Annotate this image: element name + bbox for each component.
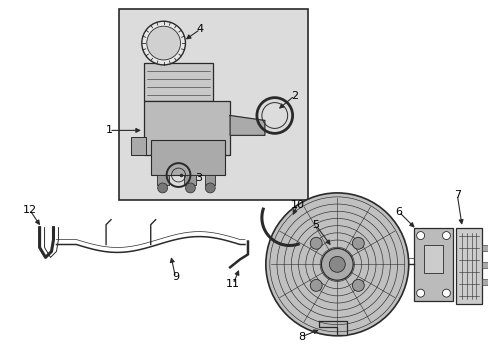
Text: 4: 4 — [197, 24, 204, 34]
Text: 8: 8 — [298, 332, 305, 342]
Circle shape — [310, 237, 322, 249]
Bar — [157, 175, 169, 185]
Text: 12: 12 — [23, 205, 37, 215]
Circle shape — [442, 289, 450, 297]
Bar — [482, 262, 490, 268]
Bar — [144, 63, 213, 100]
Circle shape — [185, 183, 196, 193]
Circle shape — [352, 279, 364, 291]
Circle shape — [416, 231, 425, 239]
Polygon shape — [230, 116, 265, 135]
Circle shape — [329, 256, 345, 272]
Circle shape — [310, 279, 322, 291]
Bar — [205, 175, 215, 185]
Bar — [482, 246, 490, 251]
FancyBboxPatch shape — [144, 100, 230, 155]
Text: 9: 9 — [172, 272, 179, 282]
Circle shape — [142, 21, 185, 65]
Circle shape — [158, 183, 168, 193]
Circle shape — [147, 26, 180, 60]
Circle shape — [321, 248, 353, 280]
Circle shape — [266, 193, 409, 336]
Polygon shape — [319, 321, 347, 335]
Text: 6: 6 — [395, 207, 402, 217]
Bar — [184, 175, 196, 185]
Text: 7: 7 — [454, 190, 461, 200]
Text: 5: 5 — [312, 220, 319, 230]
Text: 2: 2 — [291, 91, 298, 101]
Bar — [119, 9, 308, 200]
Bar — [482, 279, 490, 285]
Bar — [414, 228, 453, 301]
Circle shape — [416, 289, 425, 297]
Bar — [131, 137, 146, 155]
Text: 10: 10 — [291, 200, 305, 210]
Text: 1: 1 — [105, 125, 113, 135]
Bar — [456, 228, 482, 304]
Text: 3: 3 — [195, 173, 202, 183]
Circle shape — [205, 183, 215, 193]
Text: 11: 11 — [226, 279, 240, 289]
Bar — [424, 246, 443, 273]
Circle shape — [352, 237, 364, 249]
Circle shape — [442, 231, 450, 239]
Bar — [151, 140, 225, 175]
